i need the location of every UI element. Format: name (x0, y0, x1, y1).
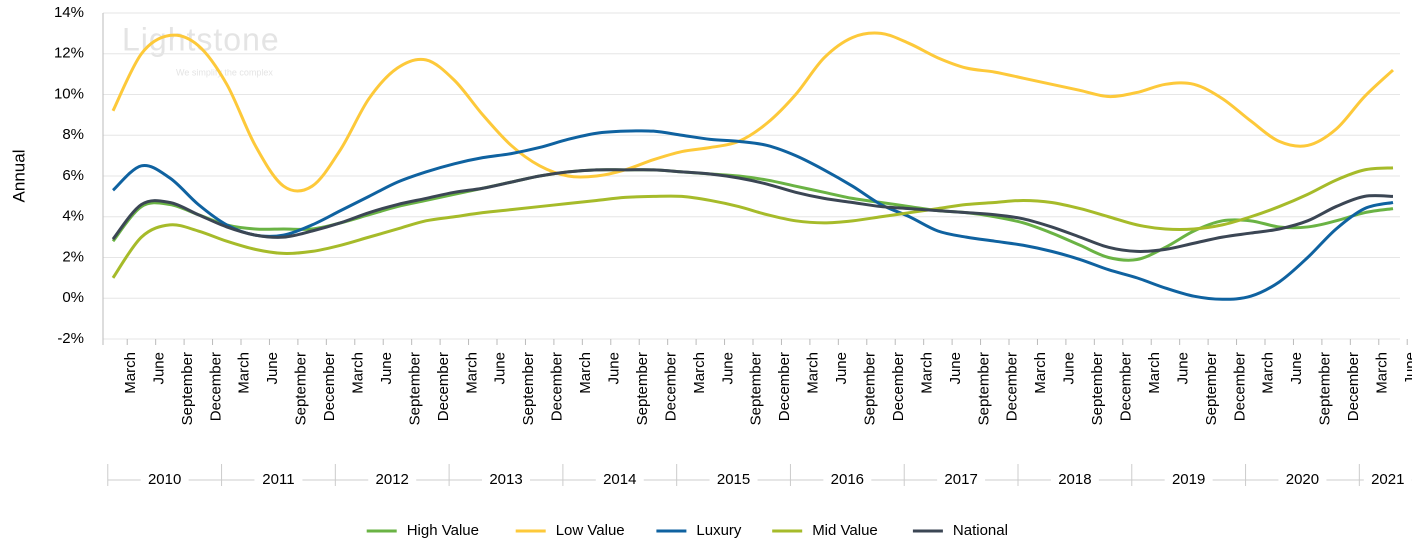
x-tick-label: December (435, 352, 452, 421)
x-tick-label: December (1004, 352, 1021, 421)
legend-label: Luxury (696, 522, 742, 539)
y-tick-label: 8% (62, 126, 84, 143)
y-tick-label: 10% (54, 85, 84, 102)
x-tick-label: June (378, 352, 395, 385)
legend-label: National (953, 522, 1008, 539)
x-tick-label: June (719, 352, 736, 385)
series-line (111, 129, 1394, 301)
year-label: 2016 (831, 471, 864, 488)
x-tick-label: September (179, 352, 196, 425)
year-label-bg (1278, 470, 1327, 490)
x-tick-label: December (1118, 352, 1135, 421)
x-tick-label: June (833, 352, 850, 385)
x-tick-label: September (748, 352, 765, 425)
y-tick-label: -2% (57, 330, 84, 347)
x-tick-label: June (264, 352, 281, 385)
x-tick-label: March (1374, 352, 1391, 394)
x-tick-label: December (549, 352, 566, 421)
x-tick-label: March (1146, 352, 1163, 394)
x-tick-label: June (492, 352, 509, 385)
year-label-bg (1164, 470, 1213, 490)
series-line (111, 168, 1394, 253)
x-tick-label: December (1231, 352, 1248, 421)
x-tick-label: December (662, 352, 679, 421)
year-label-bg (709, 470, 758, 490)
y-tick-label: 6% (62, 167, 84, 184)
y-axis-label: Annual (9, 150, 28, 203)
x-tick-label: June (150, 352, 167, 385)
x-tick-label: September (406, 352, 423, 425)
legend-label: Low Value (556, 522, 625, 539)
year-label-bg (254, 470, 303, 490)
year-label: 2015 (717, 471, 750, 488)
year-label: 2011 (262, 471, 294, 488)
year-label-bg (595, 470, 644, 490)
x-tick-label: March (236, 352, 253, 394)
x-tick-label: September (862, 352, 879, 425)
year-label-bg (823, 470, 872, 490)
series-line (111, 168, 1394, 262)
year-label: 2021 (1371, 471, 1404, 488)
year-label: 2012 (376, 471, 409, 488)
x-tick-label: September (634, 352, 651, 425)
legend-label: Mid Value (812, 522, 878, 539)
year-label-bg (140, 470, 189, 490)
x-tick-label: March (350, 352, 367, 394)
x-tick-label: June (606, 352, 623, 385)
x-tick-label: June (1061, 352, 1078, 385)
series-line (111, 31, 1395, 193)
year-label: 2018 (1058, 471, 1091, 488)
year-label: 2020 (1286, 471, 1319, 488)
x-tick-label: September (1203, 352, 1220, 425)
x-tick-label: December (776, 352, 793, 421)
watermark-title: Lightstone (122, 21, 280, 57)
x-tick-label: March (1032, 352, 1049, 394)
x-tick-label: June (1174, 352, 1191, 385)
x-tick-label: December (890, 352, 907, 421)
year-label-bg (937, 470, 986, 490)
year-label-bg (368, 470, 417, 490)
y-tick-label: 2% (62, 248, 84, 265)
x-tick-label: September (520, 352, 537, 425)
x-tick-label: September (975, 352, 992, 425)
legend-label: High Value (407, 522, 479, 539)
y-tick-label: 0% (62, 289, 84, 306)
x-tick-label: June (1288, 352, 1305, 385)
year-label: 2013 (489, 471, 522, 488)
y-tick-label: 14% (54, 4, 84, 21)
year-label-bg (482, 470, 530, 490)
x-tick-label: March (1260, 352, 1277, 394)
watermark-subtitle: We simplify the complex (176, 67, 273, 77)
year-label: 2017 (944, 471, 977, 488)
x-tick-label: March (577, 352, 594, 394)
x-tick-label: March (805, 352, 822, 394)
x-tick-label: September (1089, 352, 1106, 425)
x-tick-label: March (691, 352, 708, 394)
x-tick-label: December (321, 352, 338, 421)
year-label-bg (1363, 470, 1412, 490)
x-tick-label: March (918, 352, 935, 394)
y-tick-label: 4% (62, 208, 84, 225)
y-tick-label: 12% (54, 45, 84, 62)
x-tick-label: December (1345, 352, 1362, 421)
year-label-bg (1050, 470, 1099, 490)
year-label: 2010 (148, 471, 181, 488)
x-tick-label: September (1317, 352, 1334, 425)
x-tick-label: December (207, 352, 224, 421)
series-line (111, 166, 1394, 279)
x-tick-label: March (122, 352, 139, 394)
year-label: 2019 (1172, 471, 1205, 488)
x-tick-label: March (463, 352, 480, 394)
x-tick-label: June (947, 352, 964, 385)
x-tick-label: September (293, 352, 310, 425)
x-tick-label: June (1402, 352, 1412, 385)
year-label: 2014 (603, 471, 636, 488)
